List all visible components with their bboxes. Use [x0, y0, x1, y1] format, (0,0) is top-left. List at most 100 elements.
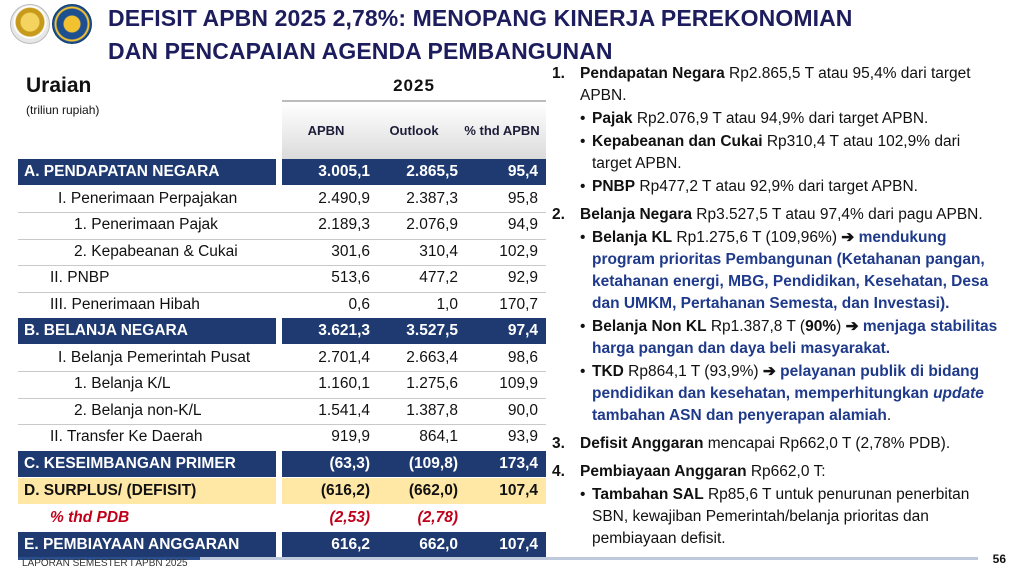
- sub-text-2: ): [836, 318, 846, 335]
- cell-apbn: 2.701,4: [318, 348, 370, 366]
- cell-outlook: 1.275,6: [406, 375, 458, 392]
- cell-apbn: 0,6: [348, 295, 370, 313]
- sub-pct: 90%: [805, 318, 837, 335]
- cell-pct: 95,8: [507, 189, 538, 207]
- row-label: II. PNBP: [50, 269, 110, 286]
- sub-point-pnbp: • PNBP Rp477,2 T atau 92,9% dari target A…: [580, 176, 1004, 198]
- row-belanja-non-kl: 2. Belanja non-K/L 1.541,4 1.387,8 90,0: [18, 398, 546, 425]
- sub-text: Rp864,1 T (93,9%): [623, 363, 763, 380]
- sub-point-pajak: • Pajak Rp2.076,9 T atau 94,9% dari targe…: [580, 108, 1004, 130]
- cell-apbn: 2.490,9: [318, 189, 370, 207]
- row-penerimaan-pajak: 1. Penerimaan Pajak 2.189,3 2.076,9 94,9: [18, 212, 546, 240]
- footer-divider-light: [200, 557, 978, 560]
- row-belanja-pusat: I. Belanja Pemerintah Pusat 2.701,4 2.66…: [18, 345, 546, 372]
- bullet-icon: •: [580, 363, 586, 380]
- cell-outlook: 2.865,5: [406, 163, 458, 180]
- row-label: % thd PDB: [50, 509, 130, 526]
- point-text: mencapai Rp662,0 T (2,78% PDB).: [703, 435, 951, 452]
- bullet-icon: •: [580, 229, 586, 246]
- sub-highlight: mendukung program prioritas Pembangunan …: [592, 229, 989, 312]
- point-pendapatan: 1. Pendapatan Negara Rp2.865,5 T atau 95…: [552, 63, 1004, 198]
- sub-text: Rp1.387,8 T (: [706, 318, 806, 335]
- page-title: DEFISIT APBN 2025 2,78%: MENOPANG KINERJ…: [108, 5, 853, 64]
- cell-outlook: 310,4: [419, 242, 458, 260]
- kemenkeu-logo-icon: [52, 4, 92, 44]
- row-transfer-daerah: II. Transfer Ke Daerah 919,9 864,1 93,9: [18, 424, 546, 452]
- cell-outlook: 2.076,9: [406, 216, 458, 233]
- point-text: Rp3.527,5 T atau 97,4% dari pagu APBN.: [692, 206, 983, 223]
- cell-pct: 98,6: [507, 348, 538, 366]
- arrow-right-icon: ➔: [845, 318, 859, 335]
- row-label: 2. Kepabeanan & Cukai: [74, 242, 238, 260]
- row-label: III. Penerimaan Hibah: [50, 295, 200, 313]
- cell-pct: 102,9: [499, 242, 538, 260]
- cell-apbn: 3.005,1: [318, 163, 370, 180]
- sub-highlight: pelayanan publik di bidang pendidikan da…: [592, 363, 980, 402]
- cell-apbn: (616,2): [320, 482, 370, 499]
- point-head: Pendapatan Negara: [580, 65, 725, 82]
- cell-pct: 94,9: [507, 216, 538, 233]
- uraian-header: Uraian: [26, 74, 92, 97]
- row-belanja-negara: B. BELANJA NEGARA 3.621,3 3.527,5 97,4: [18, 318, 546, 345]
- summary-points: 1. Pendapatan Negara Rp2.865,5 T atau 95…: [552, 63, 1004, 556]
- point-head: Defisit Anggaran: [580, 435, 704, 452]
- sub-text: Rp310,4 T atau 102,9% dari target APBN.: [592, 133, 961, 172]
- point-belanja: 2. Belanja Negara Rp3.527,5 T atau 97,4%…: [552, 204, 1004, 427]
- cell-apbn: (2,53): [329, 509, 371, 526]
- cell-pct: 95,4: [507, 163, 538, 180]
- row-pendapatan-negara: A. PENDAPATAN NEGARA 3.005,1 2.865,5 95,…: [18, 159, 546, 186]
- garuda-emblem-icon: [10, 4, 50, 44]
- row-label: B. BELANJA NEGARA: [18, 318, 276, 344]
- sub-end: .: [886, 407, 892, 424]
- row-label: C. KESEIMBANGAN PRIMER: [18, 451, 276, 477]
- sub-point-sal: • Tambahan SAL Rp85,6 T untuk penurunan p…: [580, 484, 1004, 550]
- sub-text: Rp85,6 T untuk penurunan penerbitan SBN,…: [592, 486, 970, 547]
- sub-point-tkd: • TKD Rp864,1 T (93,9%) ➔ pelayanan publi…: [580, 361, 1004, 427]
- col-apbn: APBN: [307, 123, 345, 138]
- col-outlook: Outlook: [389, 123, 439, 138]
- cell-outlook: (2,78): [417, 509, 459, 526]
- cell-pct: 109,9: [499, 375, 538, 392]
- row-label: 2. Belanja non-K/L: [74, 401, 202, 419]
- point-defisit: 3. Defisit Anggaran mencapai Rp662,0 T (…: [552, 433, 1004, 455]
- row-pnbp: II. PNBP 513,6 477,2 92,9: [18, 265, 546, 293]
- point-text: Rp662,0 T:: [746, 463, 826, 480]
- point-pembiayaan: 4. Pembiayaan Anggaran Rp662,0 T: • Tamba…: [552, 461, 1004, 550]
- row-label: I. Belanja Pemerintah Pusat: [58, 348, 251, 366]
- cell-outlook: (109,8): [408, 455, 458, 472]
- row-label: II. Transfer Ke Daerah: [50, 428, 203, 445]
- cell-apbn: 616,2: [331, 536, 370, 553]
- sub-head: Kepabeanan dan Cukai: [592, 133, 763, 150]
- sub-head: Belanja KL: [592, 229, 673, 246]
- sub-head: Pajak: [592, 110, 633, 127]
- row-label: 1. Belanja K/L: [74, 375, 171, 392]
- sub-head: Belanja Non KL: [592, 318, 707, 335]
- row-pct-pdb: % thd PDB (2,53) (2,78): [18, 505, 546, 532]
- row-kepabeanan-cukai: 2. Kepabeanan & Cukai 301,6 310,4 102,9: [18, 239, 546, 266]
- unit-label: (triliun rupiah): [26, 103, 100, 117]
- row-penerimaan-hibah: III. Penerimaan Hibah 0,6 1,0 170,7: [18, 292, 546, 319]
- cell-outlook: 662,0: [419, 536, 458, 553]
- cell-outlook: 864,1: [419, 428, 458, 445]
- cell-pct: 90,0: [507, 401, 538, 419]
- cell-outlook: 2.387,3: [406, 189, 458, 207]
- sub-highlight-italic: update: [933, 385, 984, 402]
- cell-outlook: (662,0): [408, 482, 458, 499]
- point-text: Rp2.865,5 T atau 95,4% dari target APBN.: [580, 65, 971, 104]
- row-label: 1. Penerimaan Pajak: [74, 216, 218, 233]
- point-number: 4.: [552, 463, 565, 480]
- row-penerimaan-perpajakan: I. Penerimaan Perpajakan 2.490,9 2.387,3…: [18, 186, 546, 213]
- sub-point-belanja-kl: • Belanja KL Rp1.275,6 T (109,96%) ➔ mend…: [580, 227, 1004, 315]
- arrow-right-icon: ➔: [841, 229, 855, 246]
- footer-text: LAPORAN SEMESTER I APBN 2025: [22, 558, 188, 569]
- year-header: 2025: [393, 76, 435, 95]
- logos: [10, 4, 94, 44]
- cell-outlook: 477,2: [419, 269, 458, 286]
- row-label: I. Penerimaan Perpajakan: [58, 189, 238, 207]
- sub-head: PNBP: [592, 178, 636, 195]
- cell-apbn: 3.621,3: [318, 322, 370, 339]
- point-head: Belanja Negara: [580, 206, 692, 223]
- cell-apbn: 513,6: [331, 269, 370, 286]
- bullet-icon: •: [580, 110, 586, 127]
- sub-head: TKD: [592, 363, 624, 380]
